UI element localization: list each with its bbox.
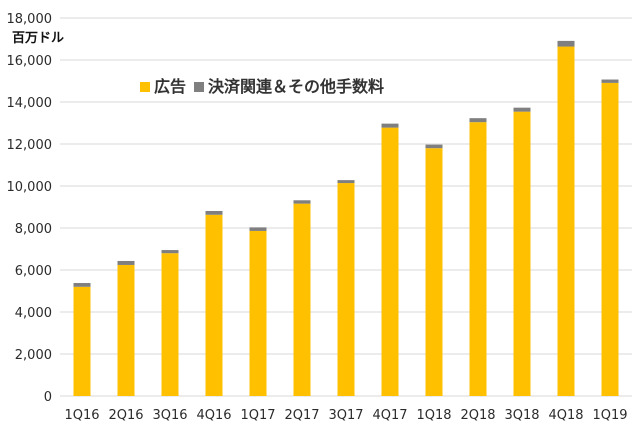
x-tick-label: 4Q18 <box>548 408 583 423</box>
y-tick-label: 18,000 <box>7 12 53 27</box>
bar-fee-segment <box>337 180 355 184</box>
y-tick-label: 8,000 <box>15 222 52 237</box>
bar-ad-segment <box>601 82 619 396</box>
bar-ad-segment <box>513 111 531 396</box>
x-tick-label: 2Q17 <box>284 408 319 423</box>
legend-swatch-fees <box>194 82 204 92</box>
bar-ad-segment <box>73 286 91 396</box>
y-tick-label: 6,000 <box>15 264 52 279</box>
bar-ad-segment <box>249 230 267 396</box>
y-axis-ticks: 0 2,000 4,000 6,000 8,000 10,000 12,000 14,000 1… <box>7 12 53 405</box>
x-tick-label: 2Q18 <box>460 408 495 423</box>
x-tick-label: 4Q17 <box>372 408 407 423</box>
bar-fee-segment <box>513 107 531 112</box>
bar-ad-segment <box>161 253 179 396</box>
x-tick-label: 3Q17 <box>328 408 363 423</box>
x-tick-label: 1Q19 <box>592 408 627 423</box>
bars <box>73 40 619 397</box>
legend-label-ad: 広告 <box>154 77 186 96</box>
y-tick-label: 0 <box>44 390 52 405</box>
bar-fee-segment <box>249 227 267 231</box>
legend-swatch-ad <box>140 82 150 92</box>
y-axis-unit-label: 百万ドル <box>12 31 64 46</box>
bar-ad-segment <box>469 122 487 396</box>
x-tick-label: 3Q16 <box>152 408 187 423</box>
bar-ad-segment <box>117 264 135 396</box>
bar-ad-segment <box>381 127 399 397</box>
legend: 広告 決済関連＆その他手数料 <box>140 77 384 96</box>
x-tick-label: 1Q18 <box>416 408 451 423</box>
x-tick-label: 4Q16 <box>196 408 231 423</box>
x-axis-ticks: 1Q16 2Q16 3Q16 4Q16 1Q17 2Q17 3Q17 4Q17 1Q18 2Q18… <box>64 408 627 423</box>
y-tick-label: 4,000 <box>15 306 52 321</box>
y-tick-label: 14,000 <box>7 96 53 111</box>
bar-fee-segment <box>73 283 91 287</box>
bar-fee-segment <box>601 79 619 83</box>
y-tick-label: 10,000 <box>7 180 53 195</box>
bar-ad-segment <box>205 214 223 396</box>
y-tick-label: 16,000 <box>7 54 53 69</box>
y-tick-label: 12,000 <box>7 138 53 153</box>
x-tick-label: 2Q16 <box>108 408 143 423</box>
bar-fee-segment <box>117 260 135 265</box>
legend-label-fees: 決済関連＆その他手数料 <box>208 77 384 96</box>
bar-ad-segment <box>293 203 311 396</box>
bar-ad-segment <box>337 183 355 396</box>
bar-fee-segment <box>205 210 223 215</box>
bar-fee-segment <box>557 40 575 47</box>
bar-fee-segment <box>381 123 399 128</box>
y-tick-label: 2,000 <box>15 348 52 363</box>
bar-fee-segment <box>161 250 179 254</box>
x-tick-label: 3Q18 <box>504 408 539 423</box>
bar-ad-segment <box>557 46 575 397</box>
bar-fee-segment <box>469 118 487 123</box>
bar-ad-segment <box>425 148 443 396</box>
bar-fee-segment <box>293 200 311 204</box>
x-tick-label: 1Q17 <box>240 408 275 423</box>
bar-fee-segment <box>425 144 443 149</box>
x-tick-label: 1Q16 <box>64 408 99 423</box>
